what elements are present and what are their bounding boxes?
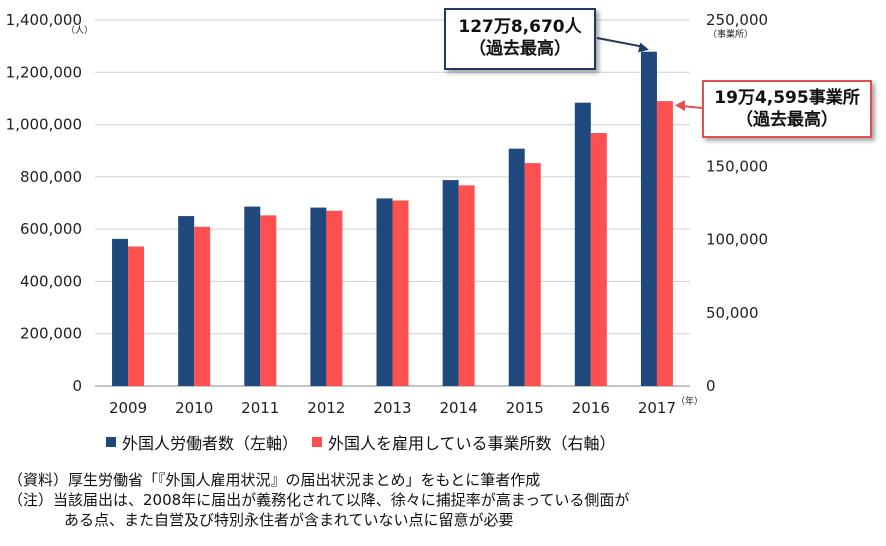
bar-establishments — [590, 133, 607, 386]
bar-workers — [112, 238, 129, 386]
bar-workers — [310, 207, 327, 386]
y-left-tick-label: 1,200,000 — [6, 63, 82, 81]
bar-workers — [574, 102, 591, 387]
bar-workers — [640, 51, 657, 387]
y-right-unit: （事業所） — [708, 28, 753, 40]
bar-establishments — [194, 226, 211, 386]
x-tick-label: 2011 — [241, 399, 279, 417]
legend-swatch-workers — [106, 437, 116, 447]
legend-item-establishments: 外国人を雇用している事業所数（右軸） — [312, 430, 616, 454]
bars — [112, 51, 673, 387]
legend-swatch-establishments — [312, 437, 323, 447]
y-left-unit: （人） — [66, 25, 93, 36]
x-tick-label: 2013 — [373, 399, 411, 417]
y-left-tick-label: 1,000,000 — [6, 116, 82, 134]
callout-establishments-note: （過去最高） — [736, 110, 838, 130]
y-left-tick-label: 200,000 — [20, 325, 82, 343]
y-left-tick-label: 800,000 — [20, 168, 82, 186]
bar-workers — [376, 198, 393, 386]
callout-arrow-workers — [596, 37, 644, 48]
bar-establishments — [326, 210, 343, 386]
callout-workers-note: （過去最高） — [469, 39, 571, 59]
legend-label-establishments: 外国人を雇用している事業所数（右軸） — [328, 434, 616, 453]
x-tick-label: 2014 — [440, 399, 478, 417]
bar-establishments — [458, 185, 475, 386]
y-left-tick-label: 0 — [72, 377, 82, 395]
callout-arrowhead-workers — [638, 42, 649, 53]
legend-label-workers: 外国人労働者数（左軸） — [122, 434, 299, 453]
footnote-line-2: ある点、また自営及び特別永住者が含まれていない点に留意が必要 — [64, 511, 514, 529]
callout-arrow-establishments — [682, 105, 703, 109]
x-tick-label: 2017 — [638, 399, 676, 417]
x-unit: （年） — [676, 395, 703, 407]
y-right-tick-label: 0 — [706, 377, 716, 395]
y-axis-left-labels: 0 200,000 400,000 600,000 800,000 1,000,000 1,… — [6, 11, 82, 395]
x-tick-label: 2016 — [572, 399, 610, 417]
bar-establishments — [656, 101, 673, 387]
bar-chart: 0 200,000 400,000 600,000 800,000 1,000,000 1,… — [6, 11, 768, 417]
bar-workers — [508, 148, 525, 386]
y-right-tick-label: 100,000 — [706, 231, 768, 249]
y-left-tick-label: 1,400,000 — [6, 11, 82, 29]
y-left-tick-label: 400,000 — [20, 272, 82, 290]
y-right-tick-label: 250,000 — [706, 11, 768, 29]
source-note: （資料）厚生労働省「『外国人雇用状況』の届出状況まとめ」をもとに筆者作成 — [8, 471, 541, 489]
callout-arrowhead-establishments — [674, 100, 685, 112]
bar-establishments — [260, 215, 277, 386]
callout-establishments: 19万4,595事業所 （過去最高） — [702, 80, 872, 138]
y-right-tick-label: 50,000 — [706, 304, 759, 322]
x-tick-label: 2015 — [506, 399, 544, 417]
bar-establishments — [392, 200, 409, 386]
x-tick-label: 2009 — [109, 399, 147, 417]
legend: 外国人労働者数（左軸） 外国人を雇用している事業所数（右軸） — [106, 430, 616, 454]
bar-workers — [442, 180, 459, 386]
legend-item-workers: 外国人労働者数（左軸） — [106, 430, 298, 454]
bar-workers — [244, 206, 261, 386]
bar-workers — [178, 216, 195, 386]
bar-establishments — [524, 163, 541, 386]
callout-establishments-value: 19万4,595事業所 — [714, 88, 860, 108]
bar-establishments — [128, 246, 145, 386]
footnote-line-1: （注）当該届出は、2008年に届出が義務化されて以降、徐々に捕捉率が高まっている… — [8, 491, 630, 509]
y-right-tick-label: 150,000 — [706, 157, 768, 175]
y-left-tick-label: 600,000 — [20, 220, 82, 238]
x-tick-label: 2012 — [307, 399, 345, 417]
callout-workers-value: 127万8,670人 — [458, 17, 582, 37]
notes: （資料）厚生労働省「『外国人雇用状況』の届出状況まとめ」をもとに筆者作成 （注）… — [8, 470, 629, 530]
callout-workers: 127万8,670人 （過去最高） — [444, 8, 596, 70]
x-tick-label: 2010 — [175, 399, 213, 417]
x-axis-labels: 2009 2010 2011 2012 2013 2014 2015 2016 2017 — [109, 399, 676, 417]
